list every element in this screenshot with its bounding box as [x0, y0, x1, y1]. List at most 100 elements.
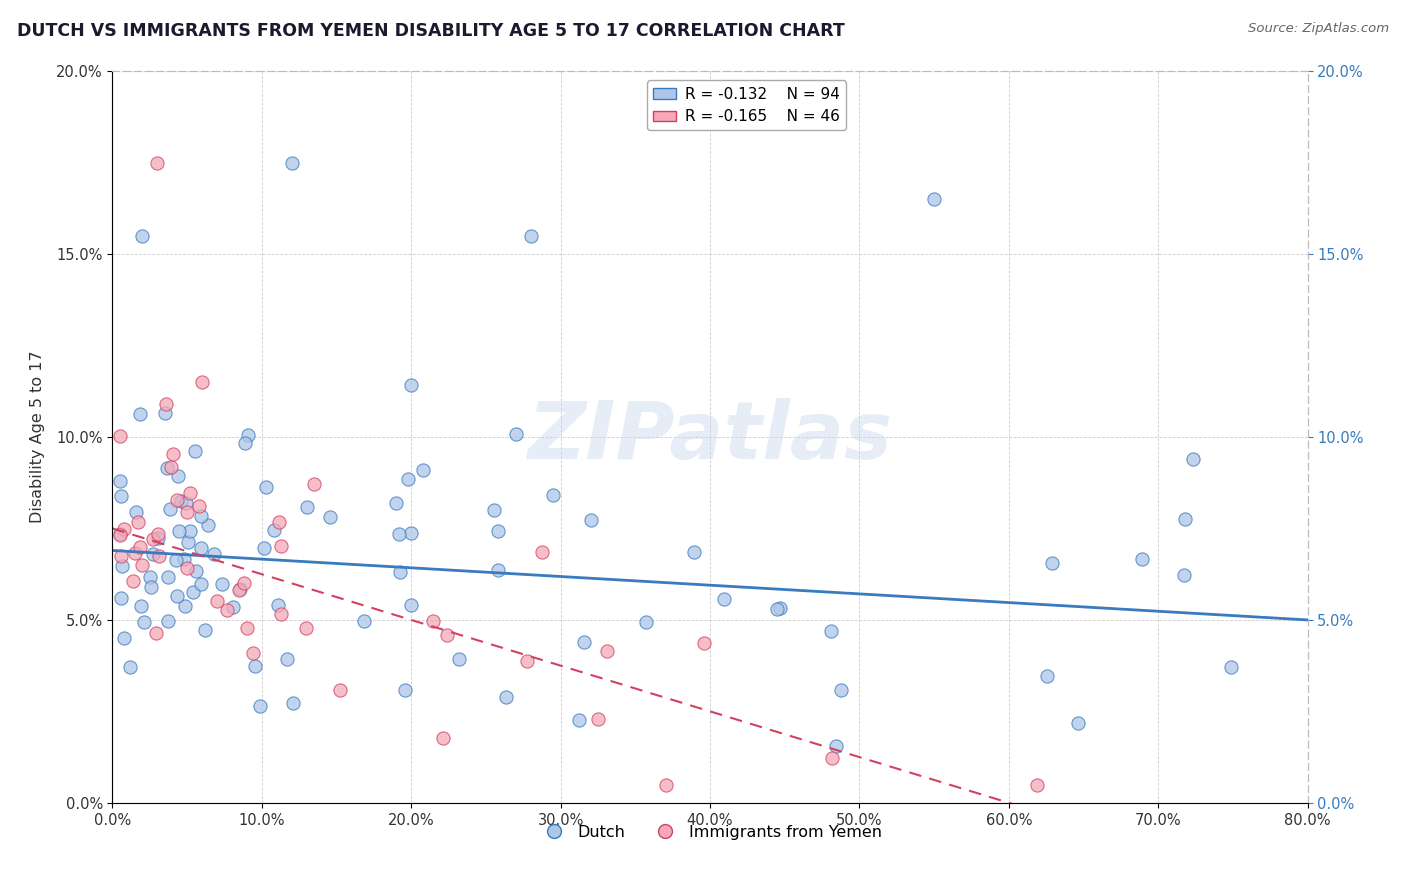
Point — [693, 636, 716, 650]
Point — [124, 546, 146, 560]
Point — [190, 541, 212, 556]
Point — [579, 513, 602, 527]
Point — [238, 427, 260, 442]
Point — [112, 631, 135, 645]
Point — [1173, 568, 1195, 582]
Point — [139, 580, 162, 594]
Point — [222, 599, 245, 614]
Point — [153, 406, 176, 420]
Point — [636, 615, 658, 629]
Point — [217, 603, 239, 617]
Point — [146, 527, 169, 541]
Point — [516, 654, 538, 668]
Point — [173, 551, 195, 566]
Point — [821, 751, 844, 765]
Point — [166, 589, 188, 603]
Point — [165, 553, 187, 567]
Point — [765, 602, 787, 616]
Point — [270, 539, 292, 553]
Point — [388, 565, 411, 579]
Point — [132, 615, 155, 629]
Point — [449, 652, 471, 666]
Point — [249, 698, 271, 713]
Point — [211, 577, 233, 591]
Point — [830, 682, 852, 697]
Point — [1130, 552, 1153, 566]
Point — [353, 614, 375, 628]
Point — [187, 499, 209, 513]
Point — [108, 429, 131, 443]
Point — [922, 192, 945, 206]
Point — [148, 549, 170, 563]
Point — [179, 524, 201, 538]
Point — [146, 156, 169, 170]
Point — [1036, 668, 1059, 682]
Point — [422, 614, 444, 628]
Point — [174, 496, 197, 510]
Text: Source: ZipAtlas.com: Source: ZipAtlas.com — [1249, 22, 1389, 36]
Point — [825, 739, 848, 754]
Point — [118, 660, 141, 674]
Point — [655, 778, 678, 792]
Point — [142, 547, 165, 561]
Point — [176, 561, 198, 575]
Point — [128, 407, 150, 421]
Point — [543, 488, 565, 502]
Point — [319, 509, 342, 524]
Point — [388, 527, 411, 541]
Point — [283, 696, 305, 710]
Point — [401, 598, 423, 612]
Point — [146, 531, 169, 545]
Point — [167, 524, 190, 539]
Point — [267, 516, 290, 530]
Point — [191, 375, 214, 389]
Point — [276, 652, 298, 666]
Point — [281, 156, 304, 170]
Point — [131, 558, 153, 573]
Point — [127, 515, 149, 529]
Point — [157, 569, 180, 583]
Point — [263, 523, 285, 537]
Point — [190, 577, 212, 591]
Point — [197, 518, 219, 533]
Point — [242, 646, 264, 660]
Point — [1174, 512, 1197, 526]
Point — [267, 598, 290, 612]
Text: ZIPatlas: ZIPatlas — [527, 398, 893, 476]
Point — [229, 582, 252, 596]
Point — [520, 229, 543, 244]
Point — [131, 229, 153, 244]
Point — [110, 591, 132, 606]
Point — [202, 547, 225, 561]
Point — [110, 549, 132, 564]
Point — [401, 377, 423, 392]
Point — [682, 545, 704, 559]
Point — [129, 540, 152, 554]
Point — [302, 477, 325, 491]
Point — [139, 569, 162, 583]
Point — [108, 474, 131, 488]
Point — [384, 496, 406, 510]
Point — [568, 713, 591, 727]
Point — [295, 500, 318, 514]
Point — [167, 469, 190, 483]
Point — [436, 628, 458, 642]
Point — [1040, 556, 1063, 570]
Point — [173, 599, 195, 614]
Point — [396, 471, 419, 485]
Point — [162, 447, 184, 461]
Point — [253, 541, 276, 555]
Point — [110, 490, 132, 504]
Point — [170, 494, 193, 508]
Point — [159, 502, 181, 516]
Point — [295, 621, 318, 635]
Point — [166, 492, 188, 507]
Point — [1181, 452, 1204, 467]
Point — [112, 522, 135, 536]
Point — [156, 461, 179, 475]
Point — [1067, 715, 1090, 730]
Point — [108, 527, 131, 541]
Point — [1026, 778, 1049, 792]
Point — [254, 480, 277, 494]
Point — [432, 731, 454, 746]
